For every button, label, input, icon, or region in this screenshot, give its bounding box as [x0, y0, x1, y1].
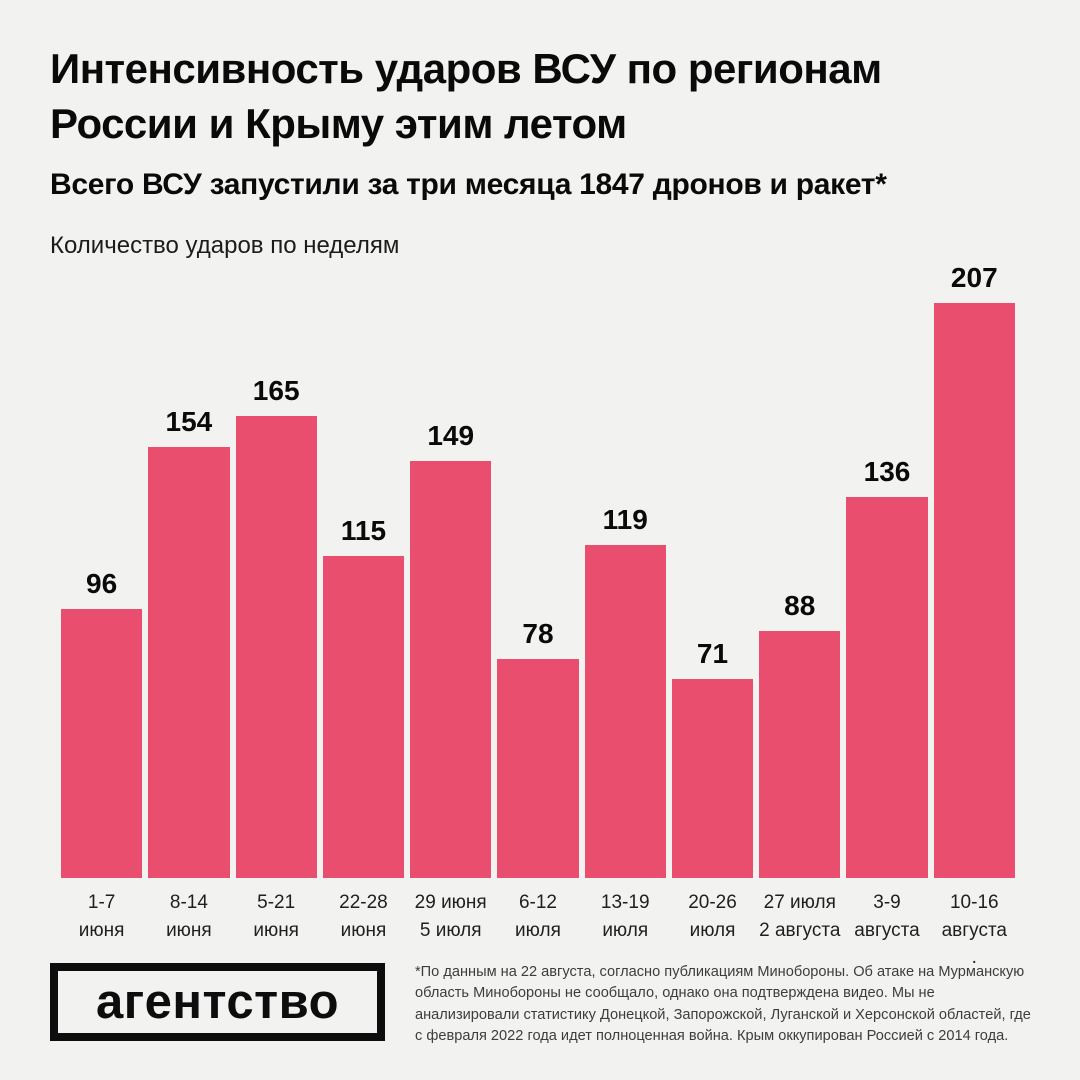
x-axis-label: 10-16 августа . [941, 892, 1007, 969]
bar-value-label: 149 [427, 420, 475, 451]
bar [846, 497, 928, 878]
bar-column: 136 [846, 262, 928, 878]
bar-value-label: 88 [784, 590, 816, 621]
x-axis-label: 22-28 июня [339, 892, 388, 941]
bar [410, 461, 492, 878]
x-axis-label: 27 июля 2 августа [759, 892, 841, 941]
x-axis-label: 1-7 июня [78, 892, 125, 941]
bar-value-label: 119 [602, 504, 648, 535]
x-axis-label: 6-12 июля [515, 892, 561, 941]
bar-value-label: 96 [86, 568, 118, 599]
bar-value-label: 207 [950, 262, 998, 293]
bar [759, 631, 841, 878]
bar-column: 154 [148, 262, 230, 878]
chart-caption: Количество ударов по неделям [50, 232, 400, 259]
bar-value-label: 154 [165, 406, 213, 437]
x-axis-label: 8-14 июня [166, 892, 212, 941]
bar-value-label: 136 [863, 456, 911, 487]
bar-column: 165 [235, 262, 317, 878]
footnote-text: *По данным на 22 августа, согласно публи… [415, 964, 1031, 1044]
bar-chart: 96 154 165 115 149 78 119 71 88 136 207 [61, 262, 1015, 878]
bar-value-label: 115 [340, 515, 387, 546]
bar [148, 447, 230, 878]
bar-column: 71 [671, 262, 754, 878]
x-axis-label: 13-19 июля [600, 892, 650, 941]
x-axis-label: 5-21 июня [253, 892, 299, 941]
logo-box: агентство [50, 963, 385, 1041]
bar-value-label: 78 [522, 618, 554, 649]
x-axis-label: 20-26 июля [688, 892, 737, 941]
logo-text: агентство [95, 974, 340, 1029]
bar [61, 609, 143, 878]
bar-column: 149 [410, 262, 492, 878]
bar-column: 88 [759, 262, 841, 878]
bar-column: 78 [497, 262, 579, 878]
page-title: Интенсивность ударов ВСУ по регионам Рос… [50, 45, 882, 147]
page-subtitle: Всего ВСУ запустили за три месяца 1847 д… [50, 168, 887, 201]
bar-column: 96 [61, 262, 143, 878]
bar-value-label: 165 [252, 375, 300, 406]
bar [671, 679, 754, 878]
bar-column: 207 [933, 262, 1015, 878]
bar [497, 659, 579, 878]
bar [322, 556, 405, 878]
bar [933, 303, 1015, 878]
bar [235, 416, 317, 878]
bar-column: 119 [584, 262, 666, 878]
bar [584, 545, 666, 878]
bar-value-label: 71 [696, 638, 729, 669]
x-axis-label: 3-9 августа [854, 892, 920, 941]
x-axis-label: 29 июня 5 июля [414, 892, 487, 941]
x-axis-labels: 1-7 июня 8-14 июня 5-21 июня 22-28 июня 29 и… [61, 889, 1015, 972]
bar-column: 115 [322, 262, 405, 878]
